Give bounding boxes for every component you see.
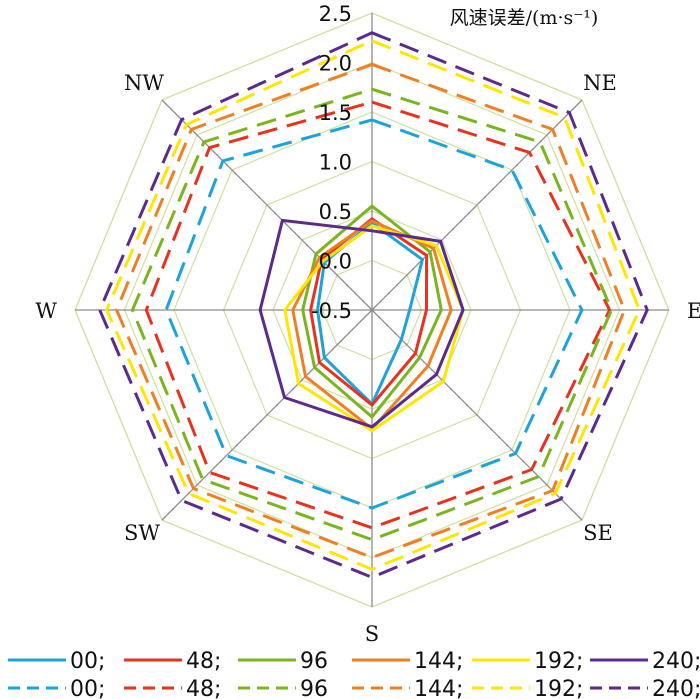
series-group — [98, 31, 649, 579]
legend-label: 144; — [414, 649, 463, 674]
series-line-dashed-11 — [98, 31, 649, 579]
legend-label: 00; — [70, 677, 105, 699]
radial-tick-labels: -0.5 0.0 0.5 1.0 1.5 2.0 2.5 — [311, 2, 352, 323]
series-line-dashed-6 — [164, 118, 584, 510]
direction-label-e: E — [687, 299, 700, 323]
tick-label: 2.5 — [319, 2, 352, 26]
direction-label-ne: NE — [583, 71, 617, 95]
legend-label: 96 — [300, 677, 328, 699]
tick-label: 1.5 — [319, 101, 352, 125]
legend-label: 48; — [186, 677, 221, 699]
direction-labels: N NE E SE S SW W NW — [35, 0, 700, 646]
direction-label-w: W — [35, 299, 57, 323]
tick-label: 0.0 — [319, 250, 352, 274]
legend: 00; 48; 96 144; 192; 240; 00; 48; 96 144; 192; 240; — [8, 649, 700, 699]
series-line-dashed-7 — [144, 100, 612, 530]
legend-label: 192; — [534, 649, 583, 674]
direction-label-s: S — [365, 622, 379, 646]
direction-label-se: SE — [583, 521, 613, 545]
legend-label: 00; — [70, 649, 105, 674]
spoke-nw — [161, 99, 373, 311]
series-line-dashed-8 — [130, 87, 614, 542]
tick-label: 2.0 — [319, 52, 352, 76]
spoke-sw — [161, 309, 373, 521]
spoke-se — [371, 309, 583, 521]
series-line-dashed-9 — [114, 62, 627, 560]
legend-label: 144; — [414, 677, 463, 699]
legend-label: 240; — [652, 649, 700, 674]
legend-label: 240; — [652, 677, 700, 699]
direction-label-sw: SW — [124, 521, 160, 545]
tick-label: 0.5 — [319, 200, 352, 224]
series-line-solid-5 — [258, 218, 465, 429]
direction-label-nw: NW — [124, 71, 164, 95]
direction-label-n: N — [363, 0, 381, 4]
legend-label: 96 — [300, 649, 328, 674]
legend-label: 192; — [534, 677, 583, 699]
radar-spokes — [75, 13, 669, 607]
legend-label: 48; — [186, 649, 221, 674]
tick-label: -0.5 — [311, 299, 352, 323]
spoke-ne — [371, 99, 583, 311]
unit-label: 风速误差/(m·s⁻¹) — [450, 7, 599, 29]
tick-label: 1.0 — [319, 151, 352, 175]
series-line-solid-1 — [309, 217, 429, 408]
series-line-dashed-10 — [105, 39, 641, 572]
series-line-solid-4 — [283, 224, 465, 433]
